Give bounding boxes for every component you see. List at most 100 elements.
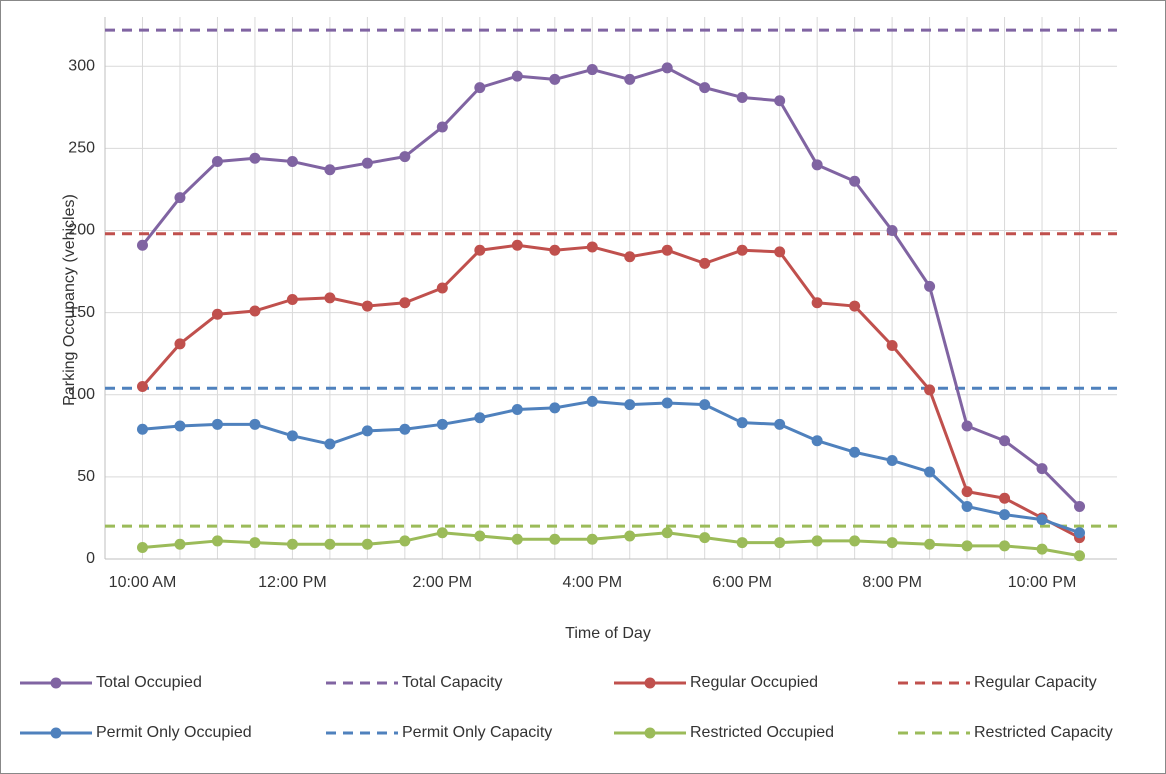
data-point [174, 192, 186, 204]
legend-label: Total Capacity [402, 674, 503, 691]
data-point [699, 532, 711, 544]
data-point [211, 418, 223, 430]
y-tick-label: 250 [68, 140, 95, 157]
data-point [774, 246, 786, 258]
data-point [549, 73, 561, 85]
data-point [699, 257, 711, 269]
legend-label: Regular Occupied [690, 674, 818, 691]
data-point [511, 70, 523, 82]
data-point [961, 420, 973, 432]
data-point [586, 64, 598, 76]
data-point [211, 156, 223, 168]
data-point [361, 300, 373, 312]
data-point [286, 156, 298, 168]
x-tick-label: 10:00 PM [1008, 574, 1076, 591]
data-point [961, 486, 973, 498]
data-point [549, 244, 561, 256]
data-point [736, 244, 748, 256]
data-point [736, 417, 748, 429]
data-point [1074, 500, 1086, 512]
data-point [211, 535, 223, 547]
data-point [586, 533, 598, 545]
data-point [549, 533, 561, 545]
data-point [586, 241, 598, 253]
y-tick-label: 100 [68, 386, 95, 403]
data-point [811, 435, 823, 447]
data-point [474, 412, 486, 424]
data-point [324, 164, 336, 176]
data-point [136, 423, 148, 435]
data-point [774, 418, 786, 430]
data-point [511, 533, 523, 545]
data-point [436, 121, 448, 133]
data-point [399, 423, 411, 435]
series-line [141, 66, 1081, 508]
data-point [436, 527, 448, 539]
data-point [924, 280, 936, 292]
data-point [399, 297, 411, 309]
data-point [324, 438, 336, 450]
x-tick-label: 8:00 PM [862, 574, 922, 591]
data-point [286, 430, 298, 442]
data-point [511, 239, 523, 251]
data-point [886, 225, 898, 237]
data-point [436, 418, 448, 430]
data-point [961, 500, 973, 512]
data-point [1036, 543, 1048, 555]
data-point [661, 244, 673, 256]
data-point [999, 540, 1011, 552]
data-point [286, 538, 298, 550]
data-point [136, 239, 148, 251]
data-point [999, 492, 1011, 504]
data-point [436, 282, 448, 294]
legend-label: Restricted Occupied [690, 724, 834, 741]
legend-marker [644, 727, 656, 739]
x-tick-label: 12:00 PM [258, 574, 326, 591]
y-tick-label: 300 [68, 57, 95, 74]
data-point [399, 535, 411, 547]
data-point [999, 509, 1011, 521]
y-tick-label: 0 [86, 550, 95, 567]
data-point [399, 151, 411, 163]
data-point [624, 399, 636, 411]
data-point [361, 425, 373, 437]
data-point [699, 82, 711, 94]
data-point [361, 538, 373, 550]
legend-marker [50, 727, 62, 739]
data-point [286, 293, 298, 305]
data-point [474, 82, 486, 94]
data-point [211, 308, 223, 320]
data-point [174, 420, 186, 432]
data-point [136, 381, 148, 393]
data-point [174, 538, 186, 550]
data-point [249, 537, 261, 549]
data-point [811, 535, 823, 547]
data-point [924, 466, 936, 478]
data-point [324, 292, 336, 304]
x-tick-label: 4:00 PM [562, 574, 622, 591]
y-axis-title: Parking Occupancy (vehicles) [61, 194, 78, 406]
data-point [849, 300, 861, 312]
x-tick-label: 6:00 PM [712, 574, 772, 591]
data-point [849, 535, 861, 547]
x-axis-title: Time of Day [565, 625, 651, 642]
legend-marker [50, 677, 62, 689]
y-tick-label: 200 [68, 222, 95, 239]
data-point [249, 418, 261, 430]
data-point [924, 538, 936, 550]
data-point [736, 91, 748, 103]
data-point [549, 402, 561, 414]
data-point [136, 542, 148, 554]
data-point [361, 157, 373, 169]
data-point [249, 305, 261, 317]
data-point [699, 399, 711, 411]
legend-marker [644, 677, 656, 689]
data-point [1036, 514, 1048, 526]
data-point [661, 527, 673, 539]
legend-label: Permit Only Occupied [96, 724, 252, 741]
data-point [174, 338, 186, 350]
data-point [624, 530, 636, 542]
data-point [774, 537, 786, 549]
data-point [849, 446, 861, 458]
